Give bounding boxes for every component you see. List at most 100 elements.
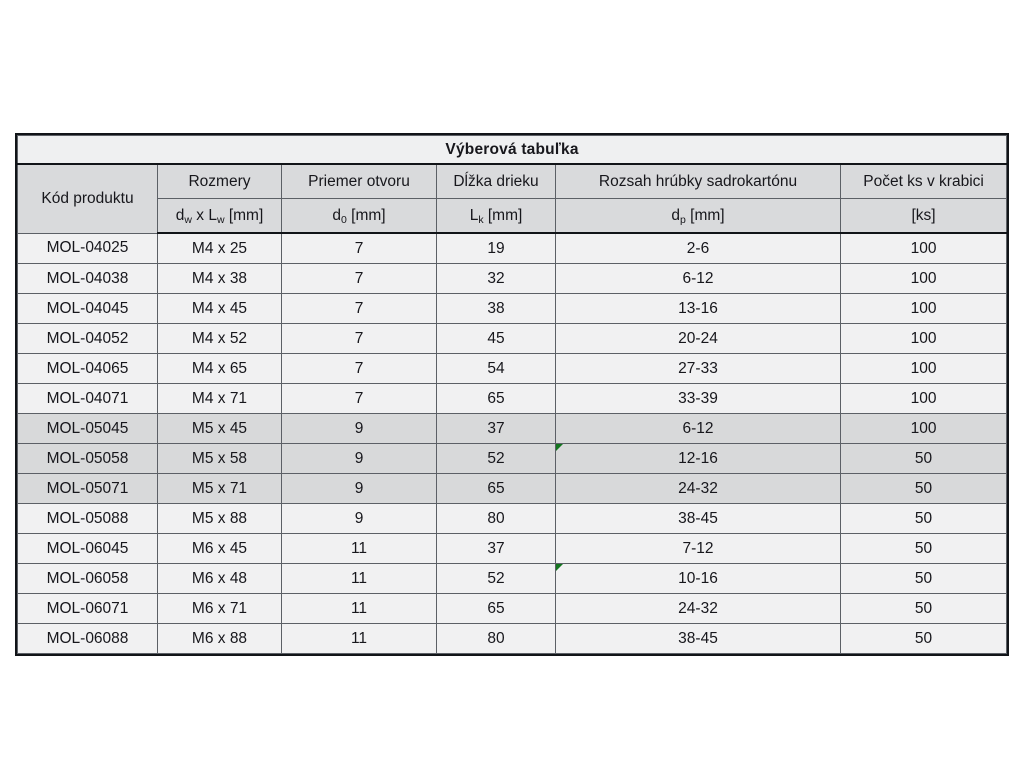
cell-board-thickness-range: 33-39 — [555, 383, 841, 414]
cell-board-thickness-range: 6-12 — [555, 263, 841, 294]
cell-pieces-per-box: 50 — [839, 443, 1008, 474]
cell-hole-diameter: 9 — [281, 443, 437, 474]
cell-shank-length: 38 — [436, 293, 556, 324]
cell-hole-diameter: 11 — [281, 563, 437, 594]
cell-board-thickness-range: 12-16 — [555, 443, 841, 474]
cell-dimensions: M4 x 45 — [157, 293, 282, 324]
cell-board-thickness-range: 24-32 — [555, 473, 841, 504]
cell-hole-diameter: 11 — [281, 533, 437, 564]
cell-hole-diameter: 11 — [281, 593, 437, 624]
cell-shank-length: 80 — [436, 623, 556, 654]
cell-pieces-per-box: 100 — [839, 293, 1008, 324]
cell-hole-diameter: 9 — [281, 473, 437, 504]
table-row: MOL-04052 M4 x 52 7 45 20-24 100 — [17, 323, 1008, 354]
cell-product-code: MOL-06045 — [17, 533, 158, 564]
cell-pieces-per-box: 50 — [839, 533, 1008, 564]
cell-shank-length: 65 — [436, 473, 556, 504]
cell-dimensions: M5 x 88 — [157, 503, 282, 534]
unit-lw-sub: w — [216, 213, 225, 226]
unit-header-pieces-per-box: [ks] — [839, 198, 1008, 234]
cell-hole-diameter: 7 — [281, 293, 437, 324]
cell-board-thickness-range: 38-45 — [555, 623, 841, 654]
unit-header-shank-length: Lk [mm] — [436, 198, 556, 234]
unit-lk-base: L — [469, 206, 479, 224]
cell-board-thickness-range: 24-32 — [555, 593, 841, 624]
cell-pieces-per-box: 100 — [839, 353, 1008, 384]
cell-product-code: MOL-05071 — [17, 473, 158, 504]
cell-product-code: MOL-04052 — [17, 323, 158, 354]
table-row: MOL-04045 M4 x 45 7 38 13-16 100 — [17, 293, 1008, 324]
cell-dimensions: M4 x 71 — [157, 383, 282, 414]
unit-d0-tail: [mm] — [346, 206, 386, 224]
table-header-row-units: dw x Lw [mm] d0 [mm] Lk [mm] dp [mm] [ks… — [18, 198, 1008, 234]
table-row: MOL-04038 M4 x 38 7 32 6-12 100 — [17, 263, 1008, 294]
unit-dw-sub: w — [184, 213, 192, 226]
cell-hole-diameter: 7 — [281, 383, 437, 414]
selection-table: Výberová tabuľka Kód produktu Rozmery Pr… — [14, 133, 1010, 656]
table-row: MOL-04025 M4 x 25 7 19 2-6 100 — [17, 232, 1008, 264]
cell-board-thickness-range: 10-16 — [555, 563, 841, 594]
table-row: MOL-05058 M5 x 58 9 52 12-16 50 — [17, 443, 1008, 474]
unit-dp-sub: p — [680, 213, 686, 226]
selection-table-container: Výberová tabuľka Kód produktu Rozmery Pr… — [14, 133, 1010, 656]
cell-product-code: MOL-04071 — [17, 383, 158, 414]
table-row: MOL-06045 M6 x 45 11 37 7-12 50 — [17, 533, 1008, 564]
cell-hole-diameter: 9 — [281, 413, 437, 444]
cell-hole-diameter: 7 — [281, 353, 437, 384]
cell-dimensions: M4 x 38 — [157, 263, 282, 294]
cell-product-code: MOL-06071 — [17, 593, 158, 624]
cell-product-code: MOL-04038 — [17, 263, 158, 294]
cell-product-code: MOL-04065 — [17, 353, 158, 384]
table-row: MOL-06058 M6 x 48 11 52 10-16 50 — [17, 563, 1008, 594]
cell-product-code: MOL-04025 — [17, 232, 158, 264]
table-row: MOL-04071 M4 x 71 7 65 33-39 100 — [17, 383, 1008, 414]
cell-pieces-per-box: 100 — [839, 413, 1008, 444]
cell-shank-length: 54 — [436, 353, 556, 384]
table-row: MOL-06071 M6 x 71 11 65 24-32 50 — [17, 593, 1008, 624]
unit-dp-base: d — [671, 206, 681, 224]
unit-header-dimensions: dw x Lw [mm] — [157, 198, 282, 234]
unit-lk-sub: k — [478, 213, 484, 226]
cell-pieces-per-box: 50 — [839, 623, 1008, 654]
unit-d0-base: d — [332, 206, 342, 224]
column-header-hole-diameter: Priemer otvoru — [281, 163, 437, 199]
cell-pieces-per-box: 50 — [839, 593, 1008, 624]
cell-shank-length: 45 — [436, 323, 556, 354]
unit-dw-tail: x — [191, 206, 209, 224]
cell-pieces-per-box: 50 — [839, 563, 1008, 594]
cell-product-code: MOL-06058 — [17, 563, 158, 594]
cell-dimensions: M4 x 52 — [157, 323, 282, 354]
cell-hole-diameter: 7 — [281, 232, 437, 264]
table-row: MOL-04065 M4 x 65 7 54 27-33 100 — [17, 353, 1008, 384]
table-title-row: Výberová tabuľka — [16, 135, 1008, 165]
cell-shank-length: 19 — [436, 232, 556, 264]
cell-board-thickness-range: 13-16 — [555, 293, 841, 324]
cell-pieces-per-box: 100 — [839, 383, 1008, 414]
cell-product-code: MOL-04045 — [17, 293, 158, 324]
unit-dw-base: d — [175, 206, 185, 224]
cell-shank-length: 37 — [436, 413, 556, 444]
cell-hole-diameter: 9 — [281, 503, 437, 534]
cell-product-code: MOL-06088 — [17, 623, 158, 654]
cell-shank-length: 52 — [436, 443, 556, 474]
cell-product-code: MOL-05088 — [17, 503, 158, 534]
unit-lk-tail: [mm] — [483, 206, 523, 224]
cell-shank-length: 37 — [436, 533, 556, 564]
cell-dimensions: M5 x 71 — [157, 473, 282, 504]
cell-product-code: MOL-05045 — [17, 413, 158, 444]
unit-dp-tail: [mm] — [685, 206, 725, 224]
cell-shank-length: 80 — [436, 503, 556, 534]
cell-board-thickness-range: 7-12 — [555, 533, 841, 564]
cell-product-code: MOL-05058 — [17, 443, 158, 474]
table-row: MOL-05045 M5 x 45 9 37 6-12 100 — [17, 413, 1008, 444]
cell-pieces-per-box: 100 — [839, 263, 1008, 294]
cell-dimensions: M6 x 48 — [157, 563, 282, 594]
cell-pieces-per-box: 50 — [839, 473, 1008, 504]
cell-board-thickness-range: 27-33 — [555, 353, 841, 384]
column-header-pieces-per-box: Počet ks v krabici — [839, 163, 1008, 199]
unit-d0-sub: 0 — [341, 213, 347, 226]
column-header-product-code: Kód produktu — [17, 163, 158, 234]
unit-lw-tail: [mm] — [224, 206, 264, 224]
column-header-board-thickness-range: Rozsah hrúbky sadrokartónu — [555, 163, 841, 199]
